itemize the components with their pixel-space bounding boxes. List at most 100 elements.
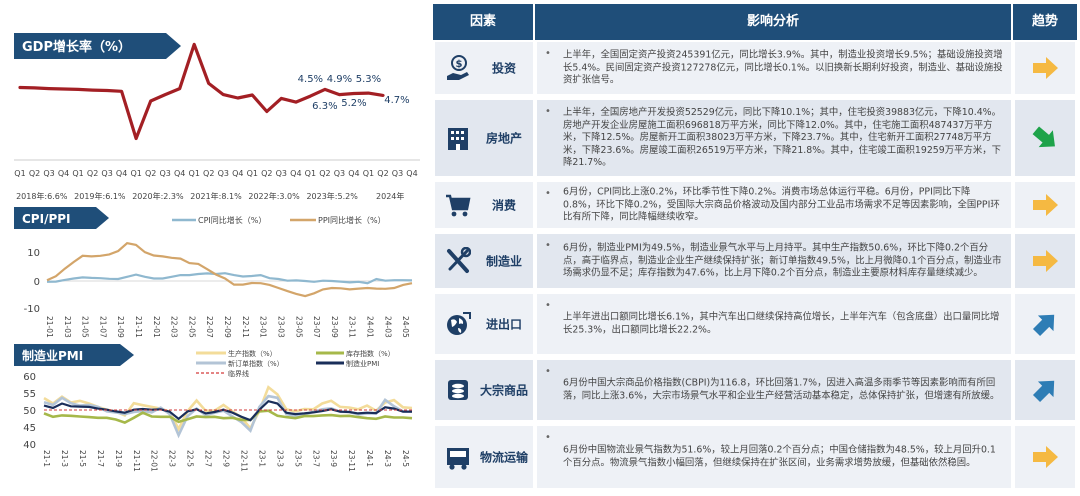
gdp-data-label: 4.7% — [384, 95, 409, 106]
pmi-xtick: 24-5 — [401, 450, 410, 467]
factor-cell: 大宗商品 — [433, 358, 535, 422]
left-charts-panel: GDP增长率（%） Q1 Q2 Q3 Q4 Q1 Q2 Q3 Q4 Q1 Q2 Q3 Q4 Q1 Q2 Q3… — [0, 0, 428, 496]
cpi-xtick: 24-01 — [365, 316, 374, 338]
pmi-xtick: 21-3 — [60, 450, 69, 467]
gdp-quarter-label: Q2 — [145, 169, 156, 178]
factor-name: 进出口 — [485, 317, 522, 332]
table-row: 物流运输 • 6月份中国物流业景气指数为51.6%，较上月回落0.2个百分点；中国仓… — [433, 424, 1077, 490]
factor-cell: 进出口 — [433, 292, 535, 356]
trend-cell — [1013, 292, 1077, 356]
gdp-data-label: 5.3% — [356, 74, 381, 85]
cpi-xtick: 22-11 — [241, 316, 250, 338]
trend-cell — [1013, 40, 1077, 96]
gdp-data-label: 4.9% — [327, 74, 352, 85]
cpi-xtick: 23-01 — [259, 316, 268, 338]
gdp-quarter-label: Q1 — [247, 169, 258, 178]
pmi-xtick: 22-3 — [168, 450, 177, 467]
pmi-title-banner — [14, 344, 134, 366]
table-row: 消费 • 6月份，CPI同比上涨0.2%，环比季节性下降0.2%。消费市场总体运行平… — [433, 180, 1077, 230]
trend-up-arrow-icon — [1030, 309, 1060, 339]
pmi-xtick: 22-7 — [204, 450, 213, 467]
bullet-icon: • — [545, 300, 551, 311]
cpi-title-banner — [14, 207, 109, 229]
gdp-year-label: 2023年:5.2% — [306, 191, 358, 201]
trend-flat-arrow-icon — [1030, 246, 1060, 276]
gdp-quarter-label: Q3 — [218, 169, 229, 178]
gdp-quarter-label: Q3 — [159, 169, 170, 178]
cpi-xtick: 22-07 — [205, 316, 214, 338]
cpi-ytick: -10 — [24, 304, 40, 315]
ppi-line — [46, 242, 413, 298]
cpi-xtick: 22-05 — [187, 316, 196, 338]
pmi-legend-label: 库存指数（%） — [346, 349, 395, 358]
gdp-quarter-label: Q1 — [130, 169, 141, 178]
cpi-title: CPI/PPI — [22, 212, 71, 226]
pmi-xtick: 24-1 — [365, 450, 374, 467]
gdp-year-label: 2024年 — [376, 191, 404, 201]
bullet-icon: • — [545, 188, 551, 199]
table-row: 大宗商品 • 6月份中国大宗商品价格指数(CBPI)为116.8，环比回落1.7%，… — [433, 358, 1077, 422]
pmi-legend-label: 临界线 — [228, 369, 249, 378]
pmi-xtick: 24-3 — [383, 450, 392, 467]
trend-flat-arrow-icon — [1030, 190, 1060, 220]
pmi-xtick: 22-01 — [150, 450, 159, 472]
factor-cell: 物流运输 — [433, 424, 535, 490]
gdp-quarter-label: Q2 — [319, 169, 330, 178]
gdp-quarter-label: Q4 — [348, 169, 359, 178]
gdp-quarter-label: Q2 — [203, 169, 214, 178]
gdp-quarter-label: Q3 — [43, 169, 54, 178]
investment-icon: $ — [445, 54, 471, 82]
gdp-quarter-label: Q2 — [377, 169, 388, 178]
gdp-quarter-label: Q3 — [101, 169, 112, 178]
trend-up-arrow-icon — [1030, 375, 1060, 405]
gdp-quarter-label: Q4 — [290, 169, 301, 178]
tools-icon — [445, 246, 472, 275]
gdp-year-label: 2018年:6.6% — [16, 191, 68, 201]
gdp-quarter-label: Q4 — [406, 169, 417, 178]
pmi-xtick: 22-11 — [239, 450, 248, 472]
svg-text:$: $ — [456, 59, 463, 70]
cpi-xtick: 24-03 — [383, 316, 392, 338]
analysis-text: 上半年，全国固定资产投资245391亿元，同比增长3.9%。其中，制造业投资增长… — [563, 49, 1003, 86]
gdp-year-label: 2020年:2.3% — [132, 191, 184, 201]
pmi-xtick: 23-11 — [347, 450, 356, 472]
pmi-xtick: 21-5 — [78, 450, 87, 467]
cpi-xtick: 22-01 — [152, 316, 161, 338]
pmi-xtick: 21-1 — [42, 450, 51, 467]
factor-cell: 消费 — [433, 180, 535, 230]
gdp-quarter-label: Q1 — [189, 169, 200, 178]
factor-cell: 房地产 — [433, 98, 535, 178]
cpi-xtick: 22-03 — [170, 316, 179, 338]
cart-icon — [445, 191, 471, 219]
trend-cell — [1013, 358, 1077, 422]
gdp-year-label: 2019年:6.1% — [74, 191, 126, 201]
cpi-xtick: 21-01 — [45, 316, 54, 338]
cpi-xtick: 21-03 — [63, 316, 72, 338]
cpi-xtick: 21-09 — [116, 316, 125, 338]
bullet-icon: • — [545, 240, 551, 251]
gdp-quarter-label: Q2 — [87, 169, 98, 178]
table-row: 进出口 • 上半年进出口额同比增长6.1%，其中汽车出口继续保持高位增长，上半年汽车… — [433, 292, 1077, 356]
inventory-line — [43, 409, 413, 425]
factor-name: 投资 — [491, 61, 516, 76]
cpi-xtick: 23-09 — [330, 316, 339, 338]
gdp-quarter-label: Q1 — [305, 169, 316, 178]
analysis-text: 6月份，CPI同比上涨0.2%，环比季节性下降0.2%。消费市场总体运行平稳。6… — [563, 186, 1000, 223]
analysis-cell: • 6月份，CPI同比上涨0.2%，环比季节性下降0.2%。消费市场总体运行平稳。… — [535, 180, 1013, 230]
cpi-xtick: 23-07 — [312, 316, 321, 338]
gdp-title: GDP增长率（%） — [22, 39, 131, 55]
gdp-quarter-label: Q2 — [29, 169, 40, 178]
cpi-xtick: 21-07 — [98, 316, 107, 338]
analysis-text: 6月份，制造业PMI为49.5%，制造业景气水平与上月持平。其中生产指数50.6… — [563, 242, 1002, 279]
pmi-xtick: 22-5 — [186, 450, 195, 467]
factor-name: 房地产 — [485, 131, 522, 146]
cpi-xtick: 23-05 — [294, 316, 303, 338]
header-analysis: 影响分析 — [535, 4, 1013, 40]
gdp-quarter-label: Q1 — [14, 169, 25, 178]
pmi-xtick: 21-9 — [114, 450, 123, 467]
pmi-xtick: 23-5 — [293, 450, 302, 467]
gdp-quarter-label: Q4 — [58, 169, 69, 178]
ppi-legend-label: PPI同比增长（%） — [318, 215, 386, 225]
analysis-cell: • 上半年，全国固定资产投资245391亿元，同比增长3.9%。其中，制造业投资增… — [535, 40, 1013, 96]
pmi-xtick: 23-1 — [257, 450, 266, 467]
